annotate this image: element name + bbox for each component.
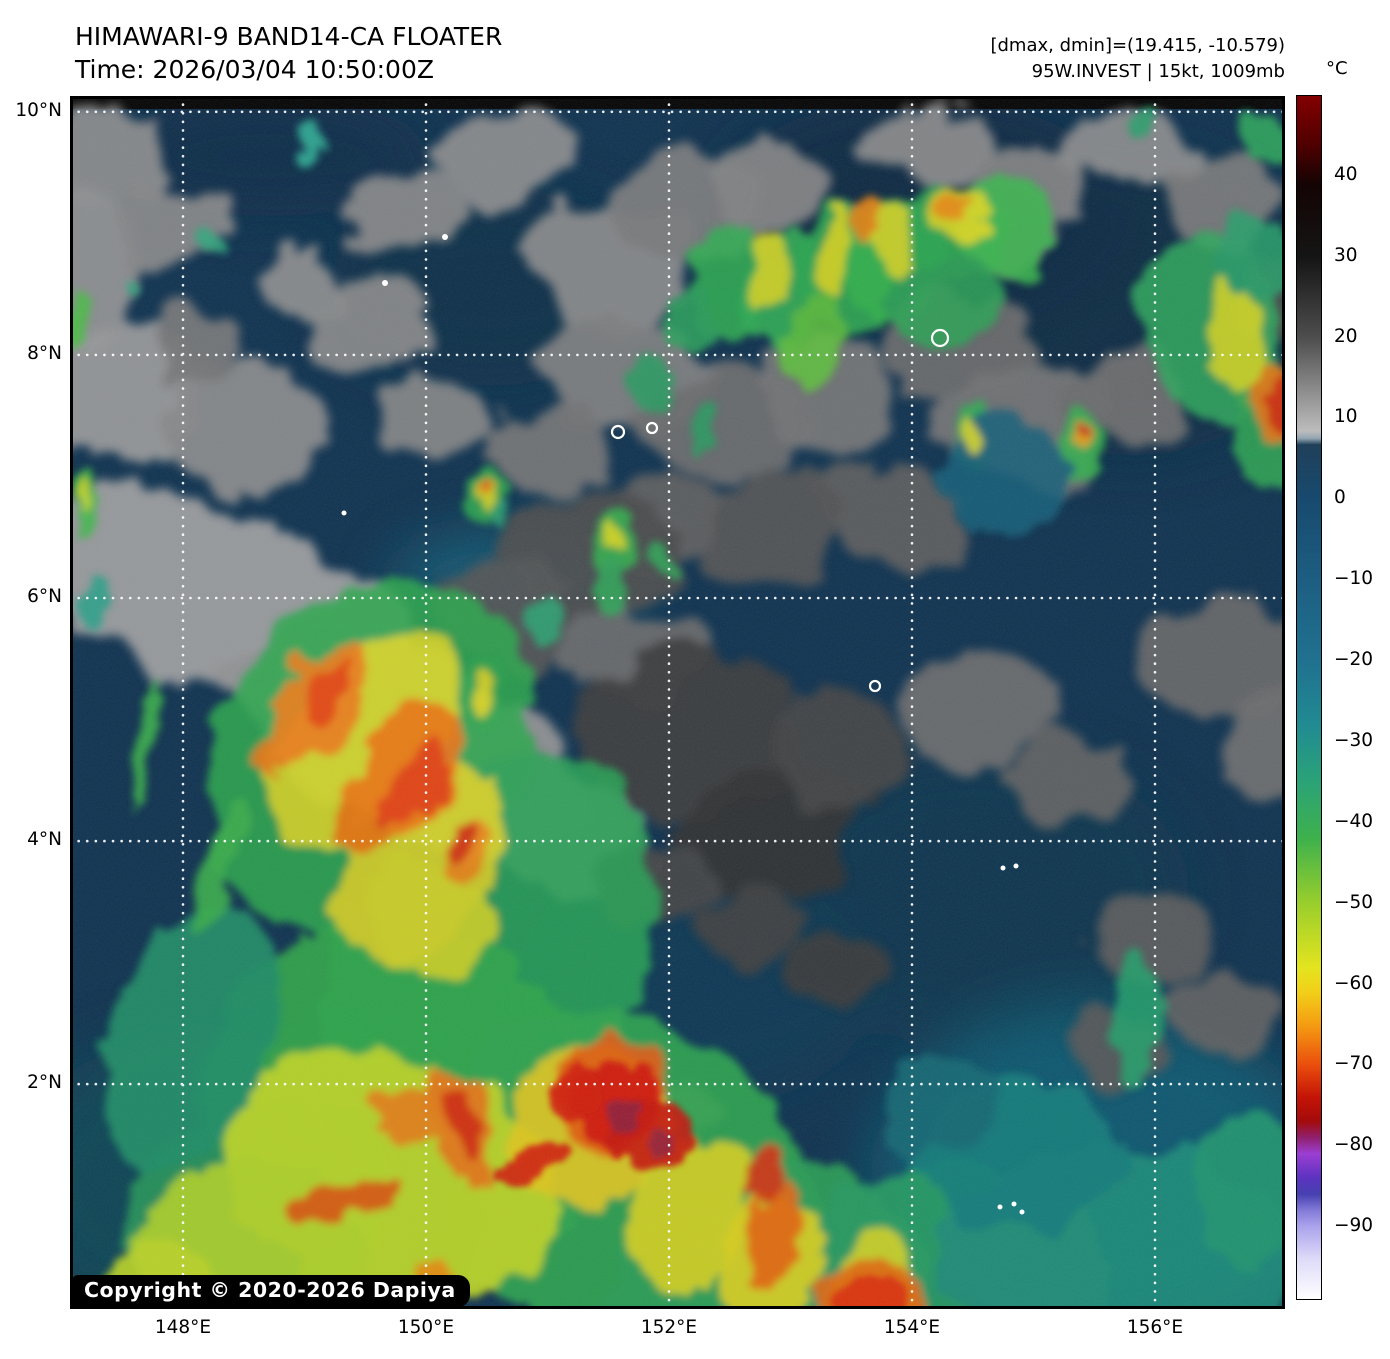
lon-tick-label: 156°E <box>1126 1317 1184 1338</box>
colorbar-tick-label: −60 <box>1334 972 1374 994</box>
storm-info-label: 95W.INVEST | 15kt, 1009mb <box>1031 61 1285 82</box>
colorbar-tick-label: −50 <box>1334 891 1374 913</box>
colorbar-tick-label: 40 <box>1334 163 1358 185</box>
temperature-colorbar <box>1296 95 1322 1300</box>
lat-tick-label: 8°N <box>27 342 62 364</box>
island-outlines <box>341 234 1025 1215</box>
title-block: HIMAWARI-9 BAND14-CA FLOATER Time: 2026/… <box>75 20 502 86</box>
lat-tick-label: 6°N <box>27 585 62 607</box>
satellite-map: Copyright © 2020-2026 Dapiya <box>70 96 1285 1309</box>
copyright-label: Copyright © 2020-2026 Dapiya <box>72 1275 470 1307</box>
time-label: Time: 2026/03/04 10:50:00Z <box>75 55 434 84</box>
colorbar-tick-label: −20 <box>1334 649 1374 671</box>
colorbar-tick-label: −70 <box>1334 1053 1374 1075</box>
colorbar-unit-label: °C <box>1326 58 1348 79</box>
lat-tick-label: 4°N <box>27 829 62 851</box>
colorbar-tick-label: −30 <box>1334 729 1374 751</box>
colorbar-tick-label: 10 <box>1334 406 1358 428</box>
info-block: [dmax, dmin]=(19.415, -10.579) 95W.INVES… <box>990 33 1285 85</box>
image-grain <box>70 96 1285 1309</box>
colorbar-tick-label: 30 <box>1334 244 1358 266</box>
colorbar-tick-label: −90 <box>1334 1215 1374 1237</box>
lon-tick-label: 152°E <box>640 1317 698 1338</box>
colorbar-tick-label: −80 <box>1334 1134 1374 1156</box>
dmax-dmin-label: [dmax, dmin]=(19.415, -10.579) <box>990 35 1285 56</box>
map-frame <box>70 96 1285 1309</box>
lon-tick-label: 148°E <box>154 1317 212 1338</box>
page-title: HIMAWARI-9 BAND14-CA FLOATER <box>75 22 503 51</box>
colorbar-tick-label: −10 <box>1334 568 1374 590</box>
lat-tick-label: 2°N <box>27 1072 62 1094</box>
colorbar-tick-label: 20 <box>1334 325 1358 347</box>
colorbar-tick-label: −40 <box>1334 810 1374 832</box>
lat-tick-label: 10°N <box>15 99 62 121</box>
lon-tick-label: 154°E <box>883 1317 941 1338</box>
lon-tick-label: 150°E <box>397 1317 455 1338</box>
colorbar-tick-label: 0 <box>1334 487 1346 509</box>
